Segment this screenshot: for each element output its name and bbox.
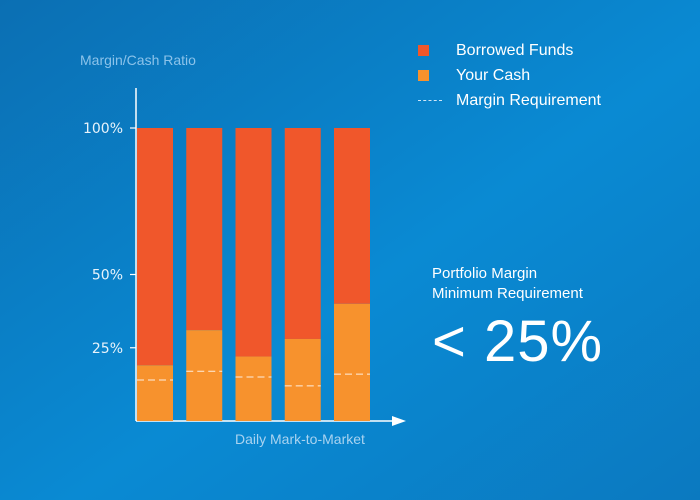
bar-cash-3 (235, 356, 272, 421)
bar-cash-5 (334, 303, 370, 421)
bar-borrowed-5 (334, 128, 370, 304)
y-axis-label: Margin/Cash Ratio (80, 52, 196, 68)
x-axis-arrow (392, 416, 406, 426)
legend-label-margin: Margin Requirement (456, 91, 601, 109)
legend-swatch-borrowed (418, 45, 429, 56)
bar-borrowed-1 (137, 128, 173, 366)
x-axis-label: Daily Mark-to-Market (235, 431, 365, 447)
panel-title-line2: Minimum Requirement (432, 285, 583, 302)
legend-item-cash: Your Cash (418, 63, 601, 88)
panel-title-line1: Portfolio Margin (432, 265, 538, 282)
y-tick-label-100: 100% (83, 121, 123, 137)
y-tick-label-50: 50% (92, 268, 123, 284)
legend-swatch-margin (418, 100, 442, 101)
bar-cash-1 (137, 365, 173, 421)
requirement-panel: Portfolio Margin Minimum Requirement < 2… (432, 264, 603, 374)
y-tick-label-25: 25% (92, 341, 123, 357)
legend: Borrowed Funds Your Cash Margin Requirem… (418, 38, 601, 113)
legend-label-cash: Your Cash (456, 66, 531, 84)
bar-cash-4 (284, 338, 321, 421)
legend-label-borrowed: Borrowed Funds (456, 41, 574, 59)
panel-value: < 25% (432, 309, 604, 374)
bar-borrowed-3 (235, 128, 272, 357)
bar-cash-2 (186, 330, 223, 421)
bar-borrowed-2 (186, 128, 223, 331)
legend-swatch-cash (418, 70, 429, 81)
legend-item-margin: Margin Requirement (418, 88, 601, 113)
bar-borrowed-4 (284, 128, 321, 339)
legend-item-borrowed: Borrowed Funds (418, 38, 601, 63)
